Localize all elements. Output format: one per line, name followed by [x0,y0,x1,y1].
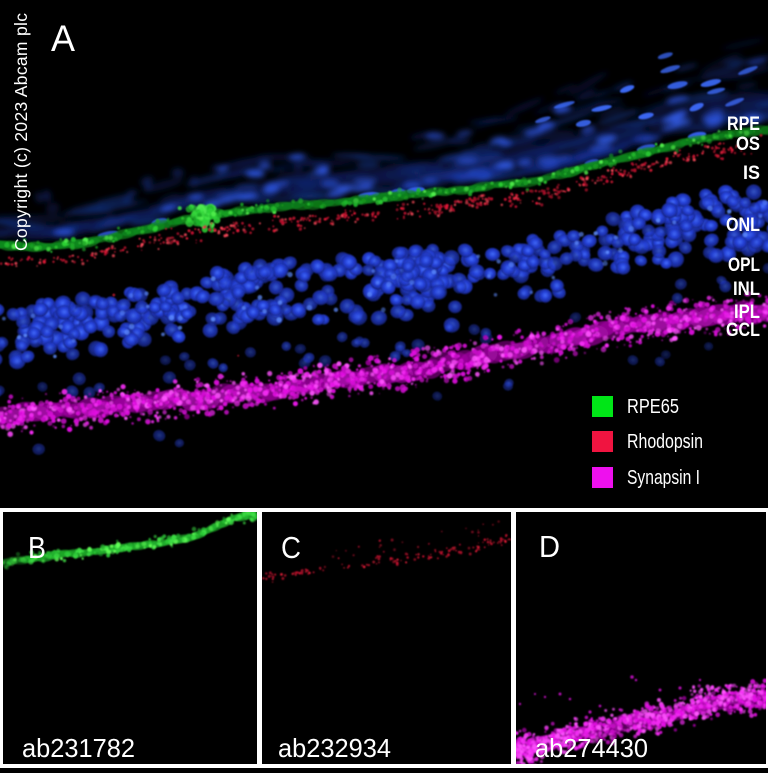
svg-text:OS: OS [736,134,760,155]
svg-text:ab232934: ab232934 [278,733,391,763]
svg-text:GCL: GCL [726,320,760,341]
svg-text:RPE: RPE [727,114,760,135]
svg-text:ONL: ONL [726,215,760,236]
svg-text:IS: IS [743,163,760,184]
svg-text:ab274430: ab274430 [535,733,648,763]
svg-text:RPE65: RPE65 [627,396,679,418]
svg-text:C: C [281,530,301,565]
svg-text:INL: INL [733,279,760,300]
svg-text:ab231782: ab231782 [22,733,135,763]
svg-text:A: A [51,18,75,59]
svg-text:Synapsin I: Synapsin I [627,467,700,489]
svg-text:Copyright (c) 2023 Abcam plc: Copyright (c) 2023 Abcam plc [11,13,31,251]
svg-text:B: B [28,530,46,565]
svg-text:Rhodopsin: Rhodopsin [627,431,703,453]
svg-text:D: D [539,529,560,564]
svg-text:OPL: OPL [728,255,760,276]
